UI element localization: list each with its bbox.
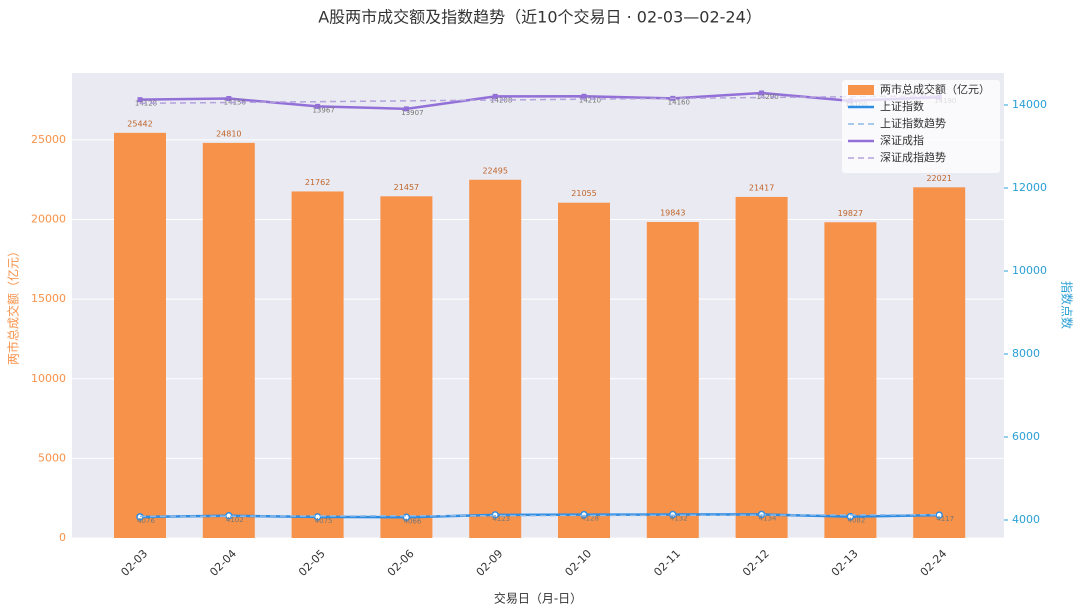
x-tick-label: 02-03 bbox=[118, 547, 150, 579]
y2-tick-label: 8000 bbox=[1012, 347, 1040, 360]
y-tick-label: 5000 bbox=[38, 451, 66, 464]
point bbox=[403, 106, 409, 112]
point bbox=[581, 93, 587, 99]
x-tick-label: 02-12 bbox=[740, 547, 772, 579]
y2-tick-label: 14000 bbox=[1012, 98, 1047, 111]
x-tick-label: 02-09 bbox=[474, 547, 506, 579]
trend-line bbox=[139, 95, 940, 105]
y-axis-label: 两市总成交额（亿元） bbox=[6, 245, 21, 365]
data-label: 14210 bbox=[579, 96, 601, 104]
chart-title: A股两市成交额及指数趋势（近10个交易日 · 02-03—02-24） bbox=[318, 8, 762, 27]
point bbox=[935, 511, 943, 519]
point bbox=[492, 93, 498, 99]
data-label: 4076 bbox=[137, 517, 155, 525]
y-tick-label: 10000 bbox=[31, 372, 66, 385]
y2-tick-label: 12000 bbox=[1012, 181, 1047, 194]
data-label: 19827 bbox=[838, 209, 863, 218]
trend-line bbox=[139, 514, 940, 518]
point bbox=[315, 103, 321, 109]
legend-label: 上证指数趋势 bbox=[880, 116, 946, 130]
bar bbox=[646, 222, 699, 538]
point bbox=[313, 513, 322, 521]
legend-label: 深证成指趋势 bbox=[880, 150, 946, 164]
bar bbox=[913, 187, 966, 538]
data-label: 13907 bbox=[401, 109, 423, 117]
data-label: 14290 bbox=[756, 93, 778, 101]
bar bbox=[202, 142, 255, 538]
point bbox=[759, 90, 765, 96]
point bbox=[226, 96, 232, 102]
y-tick-label: 20000 bbox=[31, 213, 66, 226]
bar bbox=[735, 196, 788, 539]
data-label: 22495 bbox=[482, 166, 507, 175]
x-axis-label: 交易日（月-日） bbox=[494, 591, 582, 606]
x-tick-label: 02-11 bbox=[651, 547, 683, 579]
data-label: 21457 bbox=[394, 183, 419, 192]
bar bbox=[558, 202, 610, 538]
data-label: 4134 bbox=[759, 514, 777, 522]
data-label: 19843 bbox=[660, 209, 685, 218]
legend-label: 上证指数 bbox=[880, 99, 924, 113]
legend-label: 两市总成交额（亿元） bbox=[880, 82, 990, 96]
x-tick-label: 02-06 bbox=[385, 547, 417, 579]
data-label: 4075 bbox=[315, 517, 333, 525]
y-tick-label: 0 bbox=[59, 531, 66, 544]
data-label: 4123 bbox=[492, 515, 510, 523]
y2-tick-label: 10000 bbox=[1012, 264, 1047, 277]
legend-label: 深证成指 bbox=[880, 133, 924, 147]
y2-tick-label: 4000 bbox=[1012, 513, 1040, 526]
data-label: 21417 bbox=[749, 183, 774, 192]
bar bbox=[291, 191, 344, 538]
y-tick-label: 25000 bbox=[31, 133, 66, 146]
data-label: 4128 bbox=[581, 515, 599, 523]
bar bbox=[114, 132, 166, 539]
bar bbox=[380, 196, 433, 538]
data-label: 4102 bbox=[226, 516, 244, 524]
data-label: 4082 bbox=[847, 517, 865, 525]
data-label: 4132 bbox=[670, 515, 688, 523]
data-label: 21762 bbox=[305, 178, 330, 187]
y-tick-label: 15000 bbox=[31, 292, 66, 305]
data-label: 21055 bbox=[571, 189, 596, 198]
legend-swatch bbox=[848, 85, 874, 95]
data-label: 24810 bbox=[216, 129, 241, 138]
bar bbox=[824, 222, 877, 538]
point bbox=[137, 97, 143, 103]
bar bbox=[469, 179, 522, 538]
data-label: 4066 bbox=[403, 517, 421, 525]
data-label: 25442 bbox=[127, 119, 152, 128]
y2-axis-label: 指数点数 bbox=[1060, 281, 1075, 329]
x-tick-label: 02-10 bbox=[562, 547, 594, 579]
data-label: 13967 bbox=[312, 106, 334, 114]
x-tick-label: 02-13 bbox=[829, 547, 861, 579]
x-tick-label: 02-24 bbox=[918, 547, 950, 579]
data-label: 14160 bbox=[668, 98, 690, 106]
x-tick-label: 02-04 bbox=[207, 547, 239, 579]
x-tick-label: 02-05 bbox=[296, 547, 328, 579]
data-label: 4117 bbox=[936, 515, 954, 523]
y2-tick-label: 6000 bbox=[1012, 430, 1040, 443]
legend-box bbox=[842, 80, 1000, 173]
data-label: 22021 bbox=[926, 174, 951, 183]
